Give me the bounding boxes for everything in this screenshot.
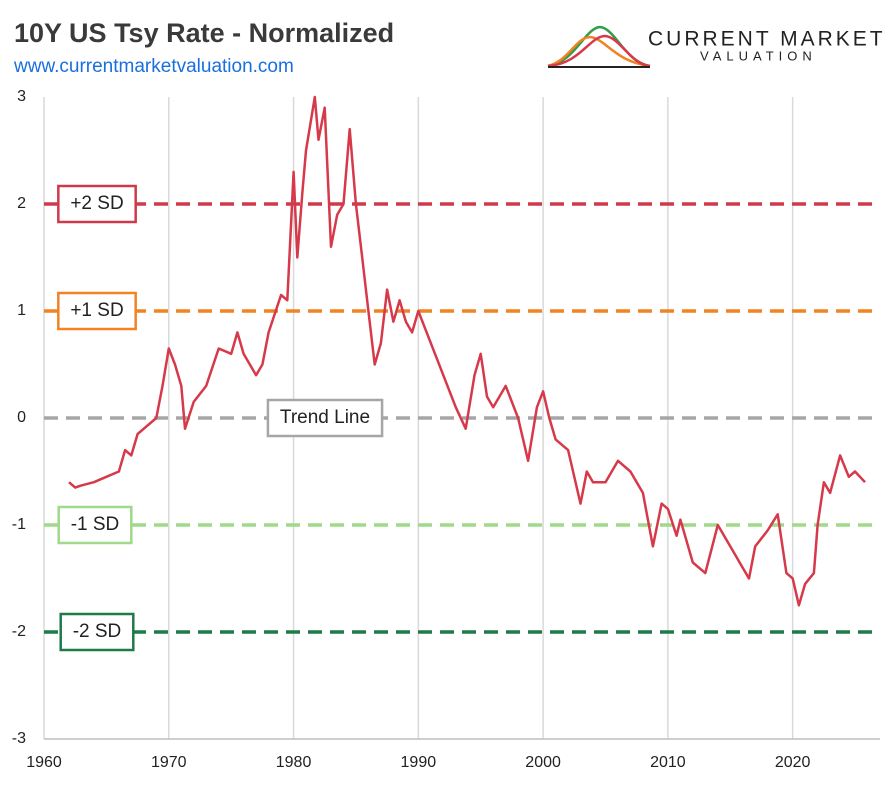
reference-label-box [266, 398, 384, 438]
reference-label-text: Trend Line [280, 407, 370, 428]
chart-title: 10Y US Tsy Rate - Normalized [14, 18, 394, 48]
y-tick-label: 1 [17, 302, 26, 319]
logo-text: CURRENT MARKET [648, 28, 886, 51]
y-tick-label: -3 [12, 730, 26, 747]
reference-label-box [57, 184, 137, 224]
x-tick-label: 2020 [775, 754, 811, 771]
reference-label-text: +1 SD [70, 300, 123, 321]
reference-label: +1 SD [57, 291, 137, 331]
x-tick-label: 1960 [26, 754, 62, 771]
chart-subtitle: www.currentmarketvaluation.com [13, 56, 294, 77]
reference-label: Trend Line [266, 398, 384, 438]
x-tick-label: 2000 [525, 754, 561, 771]
y-tick-label: -1 [12, 516, 26, 533]
reference-label-box [57, 505, 133, 545]
reference-label: +2 SD [57, 184, 137, 224]
x-tick-label: 1990 [401, 754, 437, 771]
reference-label-box [59, 612, 135, 652]
x-tick-label: 1970 [151, 754, 187, 771]
reference-label: -2 SD [59, 612, 135, 652]
data-line [68, 95, 866, 607]
y-tick-label: 3 [17, 88, 26, 105]
reference-label-box [57, 291, 137, 331]
logo-curve [547, 35, 651, 68]
y-tick-label: 0 [17, 409, 26, 426]
x-tick-label: 1980 [276, 754, 312, 771]
reference-label-text: -2 SD [73, 621, 122, 642]
reference-label: -1 SD [57, 505, 133, 545]
logo: CURRENT MARKET VALUATION [547, 25, 886, 68]
reference-label-text: +2 SD [70, 193, 123, 214]
logo-text: VALUATION [700, 48, 817, 63]
y-tick-label: -2 [12, 623, 26, 640]
y-tick-label: 2 [17, 195, 26, 212]
logo-curve [547, 34, 651, 68]
reference-label-text: -1 SD [71, 514, 120, 535]
x-tick-label: 2010 [650, 754, 686, 771]
